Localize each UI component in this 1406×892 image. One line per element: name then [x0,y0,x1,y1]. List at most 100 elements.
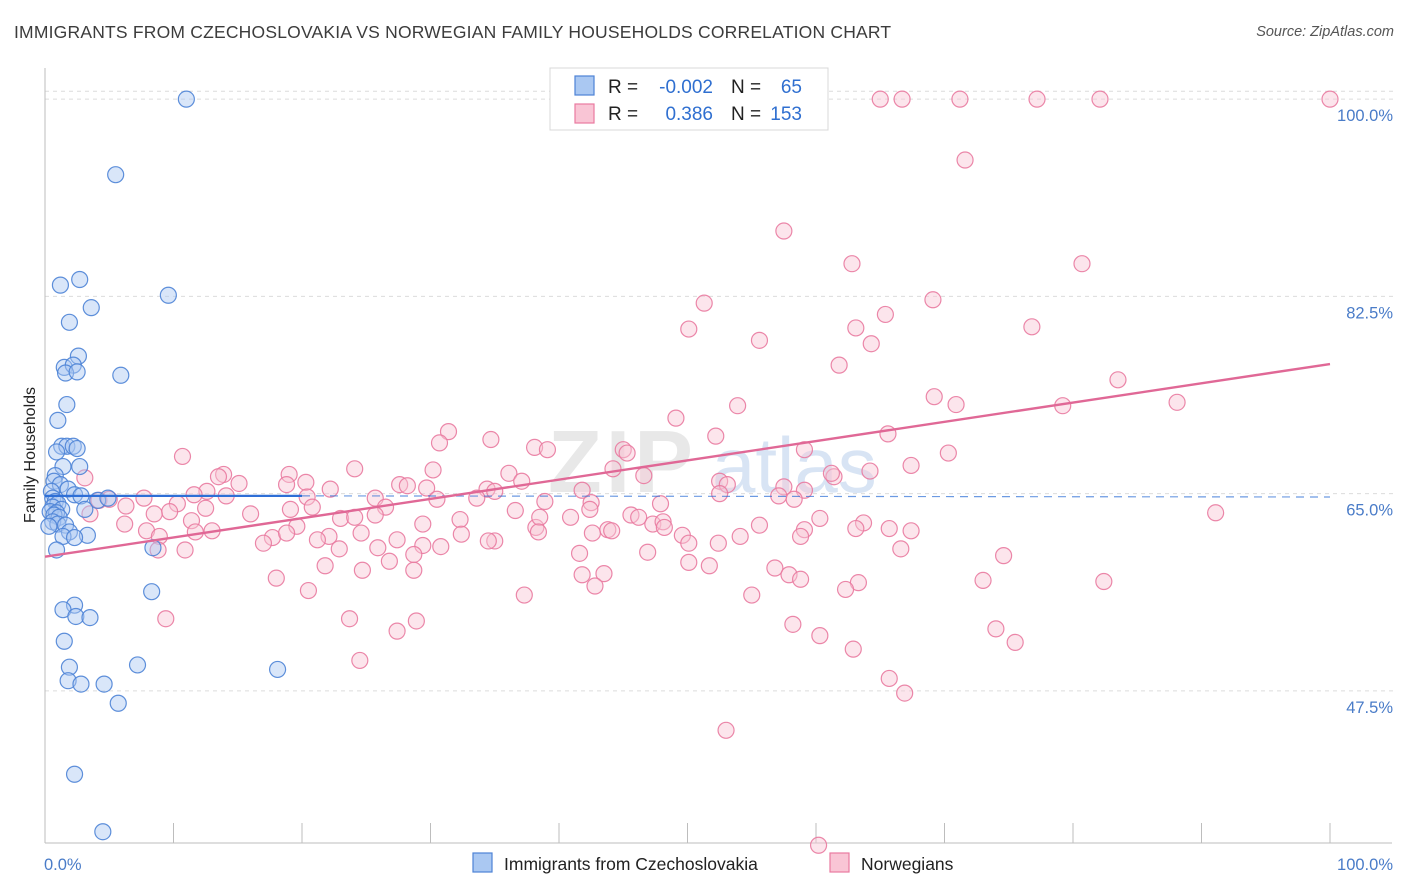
point-czechoslovakia-13 [58,395,76,414]
point-norwegians-20 [925,388,943,406]
x-tick-label-1: 100.0% [1337,856,1393,874]
point-norwegians-105 [527,518,545,537]
point-norwegians-11 [924,291,942,309]
point-norwegians-131 [308,531,327,549]
point-norwegians-83 [281,500,300,518]
point-norwegians-154 [380,552,398,570]
point-norwegians-24 [729,397,747,415]
trend-line-norwegians [44,362,1331,558]
point-norwegians-173 [157,610,175,628]
legend-swatch-pink [574,103,595,124]
point-norwegians-81 [117,497,135,515]
legend-r-label-2: R = [608,104,638,125]
point-norwegians-179 [844,640,862,658]
point-norwegians-88 [581,500,599,518]
point-norwegians-8 [843,255,861,273]
point-norwegians-185 [809,836,828,854]
point-norwegians-139 [791,527,810,546]
point-czechoslovakia-46 [78,526,97,544]
point-norwegians-164 [267,569,285,587]
point-norwegians-169 [791,570,810,588]
point-norwegians-115 [277,524,296,542]
point-czechoslovakia-6 [60,313,79,331]
point-norwegians-130 [254,534,273,552]
point-norwegians-39 [280,465,298,484]
point-norwegians-48 [822,464,841,482]
point-norwegians-178 [811,627,829,645]
point-norwegians-47 [902,456,920,475]
tick-labels: 100.0% 82.5% 65.0% 47.5% 0.0% 100.0% [44,107,1393,874]
point-norwegians-62 [573,481,591,499]
point-norwegians-60 [486,482,504,500]
legend-item-czechoslovakia-swatch[interactable] [472,852,493,873]
point-norwegians-124 [750,516,769,534]
point-norwegians-7 [775,222,793,240]
point-czechoslovakia-19 [47,443,66,461]
legend-n-label-2: N = [731,104,761,125]
point-czechoslovakia-3 [71,270,89,289]
point-norwegians-174 [340,610,359,628]
point-norwegians-9 [1073,255,1091,273]
point-norwegians-17 [862,335,880,353]
point-norwegians-79 [135,489,153,507]
series-legend: Immigrants from Czechoslovakia Norwegian… [472,852,954,874]
point-norwegians-65 [775,478,793,496]
correlation-legend: R = -0.002 N = 65 R = 0.386 N = 153 [549,67,829,131]
y-axis-label: Family Households [22,387,39,523]
point-norwegians-107 [654,513,672,531]
point-norwegians-119 [531,508,549,526]
point-czechoslovakia-11 [68,363,86,381]
legend-r-value-1: -0.002 [659,77,713,98]
point-czechoslovakia-30 [99,489,117,507]
point-norwegians-4 [1091,90,1109,108]
point-norwegians-29 [482,430,500,449]
point-czechoslovakia-20 [71,457,89,476]
point-norwegians-73 [582,494,600,512]
point-norwegians-41 [424,461,442,479]
point-czechoslovakia-61 [72,675,90,693]
point-norwegians-157 [595,565,613,583]
legend-frame [549,67,829,131]
legend-item-norwegians-label[interactable]: Norwegians [861,854,954,874]
y-tick-label-3: 47.5% [1346,699,1393,717]
point-norwegians-153 [353,561,371,579]
point-norwegians-57 [398,477,416,495]
y-tick-label-1: 82.5% [1346,304,1393,322]
point-norwegians-143 [405,545,423,564]
point-czechoslovakia-1 [107,166,125,184]
chart-source: Source: ZipAtlas.com [1256,24,1394,40]
point-norwegians-136 [529,523,548,541]
legend-item-norwegians-swatch[interactable] [829,852,850,873]
point-norwegians-176 [407,612,425,630]
point-norwegians-58 [418,479,436,497]
point-norwegians-97 [145,505,163,523]
point-czechoslovakia-55 [81,608,99,627]
point-norwegians-100 [331,509,350,528]
point-norwegians-175 [388,622,406,640]
x-tick-label-0: 0.0% [44,856,82,874]
point-norwegians-103 [414,515,432,533]
point-czechoslovakia-65 [94,823,112,841]
legend-item-czechoslovakia-label[interactable]: Immigrants from Czechoslovakia [504,854,758,874]
point-norwegians-89 [561,508,580,526]
point-norwegians-52 [230,474,248,493]
point-norwegians-49 [76,469,94,487]
point-norwegians-122 [603,522,621,540]
point-norwegians-10 [695,294,713,312]
point-norwegians-54 [297,473,315,491]
legend-swatch-blue [574,75,595,96]
point-norwegians-25 [667,409,685,427]
point-norwegians-118 [486,532,504,550]
point-norwegians-26 [439,423,458,441]
point-norwegians-104 [451,510,469,529]
point-norwegians-16 [750,331,769,349]
point-norwegians-183 [896,684,914,702]
point-norwegians-43 [604,460,622,478]
point-norwegians-42 [500,464,518,482]
point-norwegians-138 [731,527,749,546]
point-norwegians-95 [197,499,215,517]
point-norwegians-72 [536,492,554,511]
point-norwegians-14 [847,319,865,337]
point-czechoslovakia-51 [143,583,161,601]
point-norwegians-177 [784,615,802,633]
